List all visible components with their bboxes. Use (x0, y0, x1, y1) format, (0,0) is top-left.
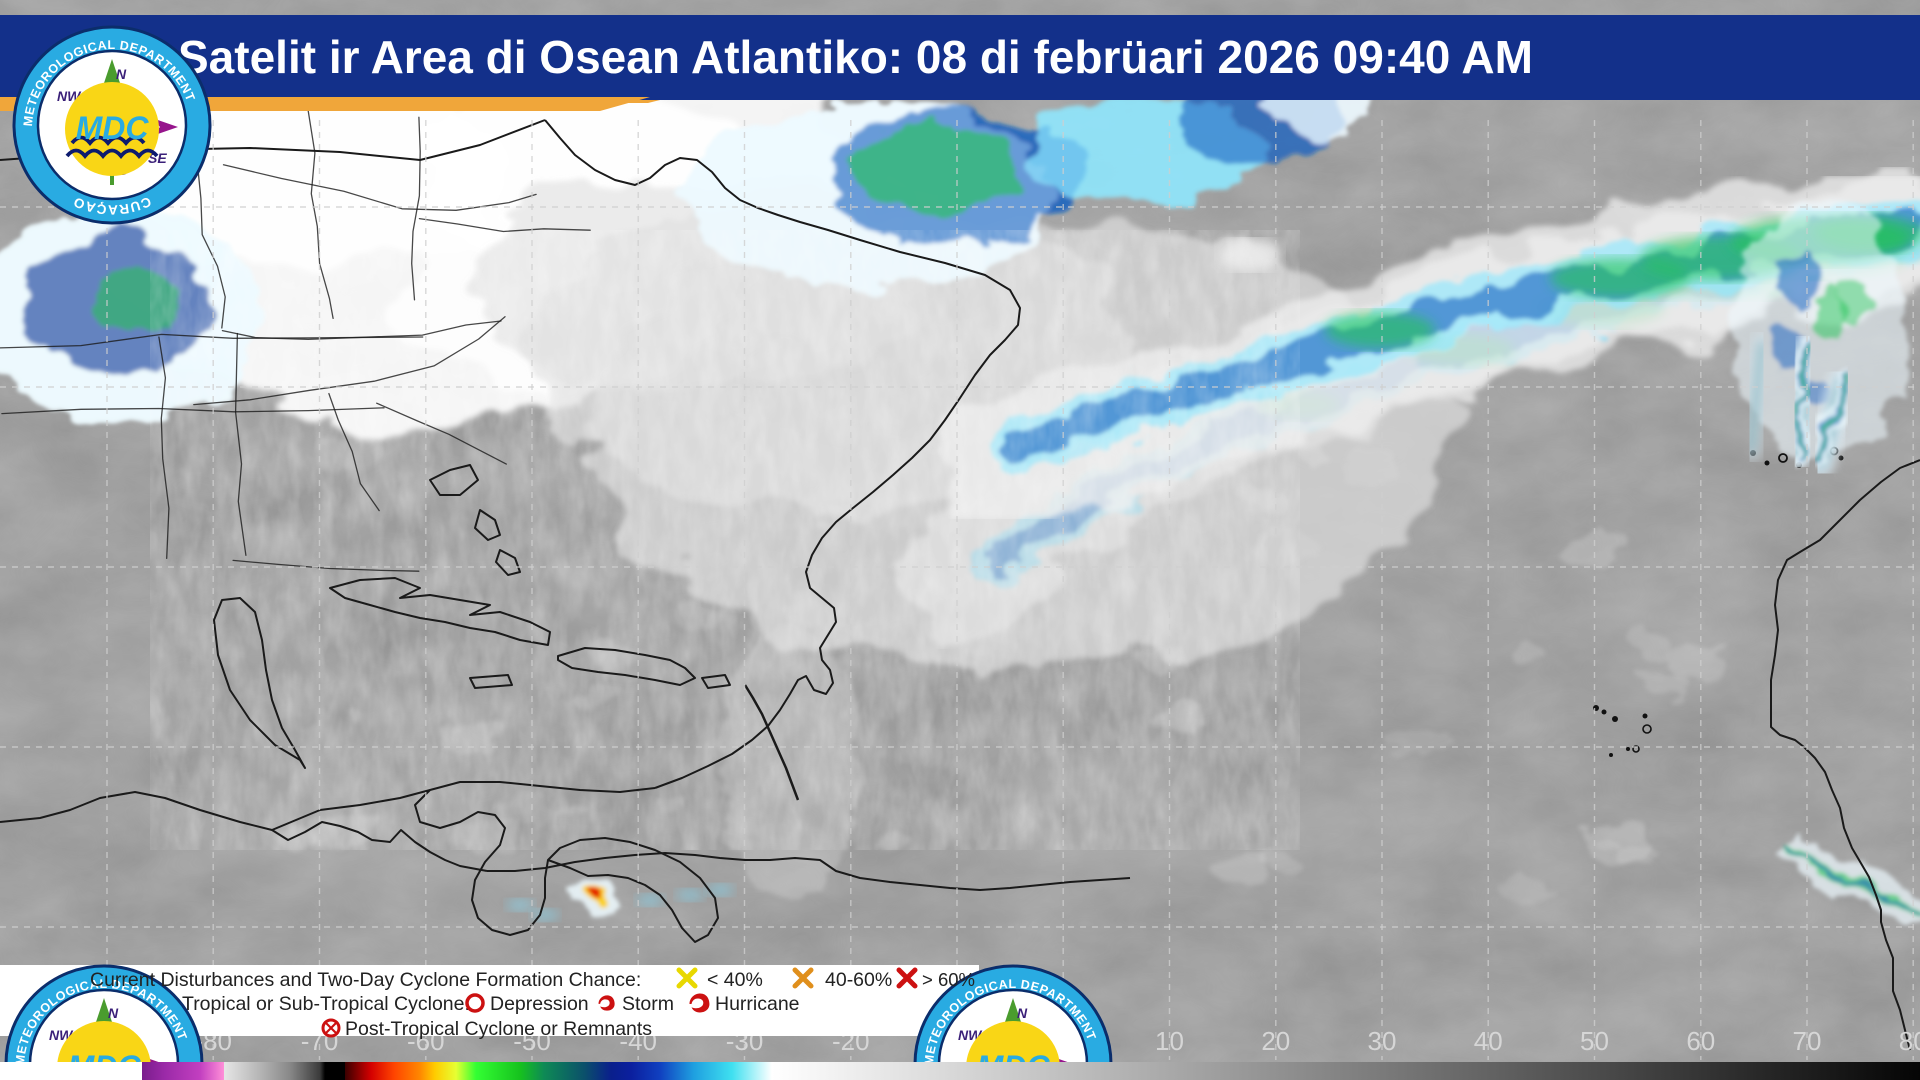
svg-text:Current Disturbances and Two-D: Current Disturbances and Two-Day Cyclone… (90, 969, 641, 991)
svg-text:40-60%: 40-60% (825, 969, 892, 991)
svg-text:Hurricane: Hurricane (715, 993, 800, 1015)
svg-text:Storm: Storm (622, 993, 674, 1015)
svg-text:Tropical or Sub-Tropical Cyclo: Tropical or Sub-Tropical Cyclone: (182, 993, 470, 1015)
svg-text:> 60%: > 60% (922, 969, 975, 990)
svg-text:< 40%: < 40% (707, 969, 763, 991)
svg-text:Depression: Depression (490, 993, 589, 1015)
svg-text:Satelit ir Area di Osean Atlan: Satelit ir Area di Osean Atlantiko: 08 d… (178, 31, 1533, 83)
svg-text:Post-Tropical Cyclone or Remna: Post-Tropical Cyclone or Remnants (345, 1018, 652, 1040)
